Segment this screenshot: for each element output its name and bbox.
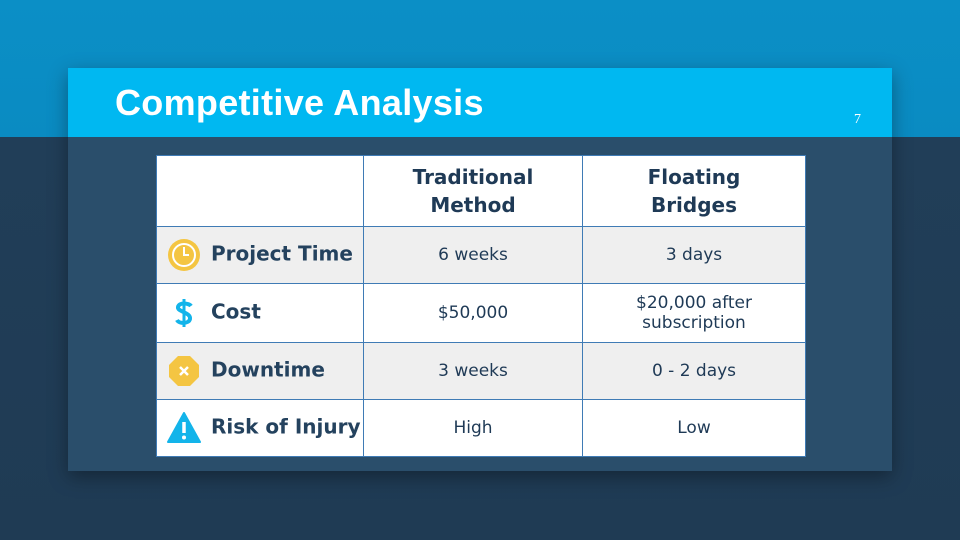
comparison-table: Traditional Method Floating Bridges Proj…	[156, 155, 806, 457]
cell: $50,000	[363, 283, 583, 343]
cell: 3 weeks	[363, 342, 583, 400]
header-row: Traditional Method Floating Bridges	[156, 155, 806, 227]
row: Risk of Injury High Low	[156, 399, 806, 457]
warning-icon	[167, 412, 201, 443]
row-label-text: Downtime	[211, 357, 325, 382]
cell-text: 6 weeks	[438, 245, 508, 265]
cell: High	[363, 399, 583, 457]
cell: 6 weeks	[363, 226, 583, 284]
row: Project Time 6 weeks 3 days	[156, 226, 806, 284]
cell-text: 3 days	[665, 245, 723, 265]
column-header: Traditional Method	[363, 155, 583, 227]
row: Cost $50,000 $20,000 after subscription	[156, 283, 806, 343]
page-number: 7	[854, 112, 861, 127]
cell-text: Low	[677, 418, 711, 438]
row-label-text: Cost	[211, 299, 261, 324]
cell-text: High	[453, 418, 493, 438]
corner-cell	[156, 155, 364, 227]
dollar-icon	[175, 299, 193, 327]
row-label: Project Time	[156, 226, 364, 284]
cell-text: 0 - 2 days	[651, 361, 737, 381]
cell-text: 3 weeks	[438, 361, 508, 381]
stop-icon	[169, 356, 199, 386]
cell: 3 days	[582, 226, 806, 284]
cell: Low	[582, 399, 806, 457]
clock-icon	[168, 239, 200, 271]
slide-title: Competitive Analysis	[115, 82, 484, 123]
row-label-text: Risk of Injury	[211, 414, 361, 439]
row-label: Cost	[156, 283, 364, 343]
row-label-text: Project Time	[211, 241, 353, 266]
row: Downtime 3 weeks 0 - 2 days	[156, 342, 806, 400]
column-header: Floating Bridges	[582, 155, 806, 227]
column-header-text: Floating Bridges	[647, 165, 741, 217]
column-header-text: Traditional Method	[412, 165, 534, 217]
row-label: Risk of Injury	[156, 399, 364, 457]
title-band	[68, 68, 892, 137]
cell: $20,000 after subscription	[582, 283, 806, 343]
row-label: Downtime	[156, 342, 364, 400]
card: Competitive Analysis 7 Traditional Metho…	[68, 68, 892, 471]
cell-text: $50,000	[437, 303, 509, 323]
cell-text: $20,000 after subscription	[636, 293, 752, 333]
cell: 0 - 2 days	[582, 342, 806, 400]
